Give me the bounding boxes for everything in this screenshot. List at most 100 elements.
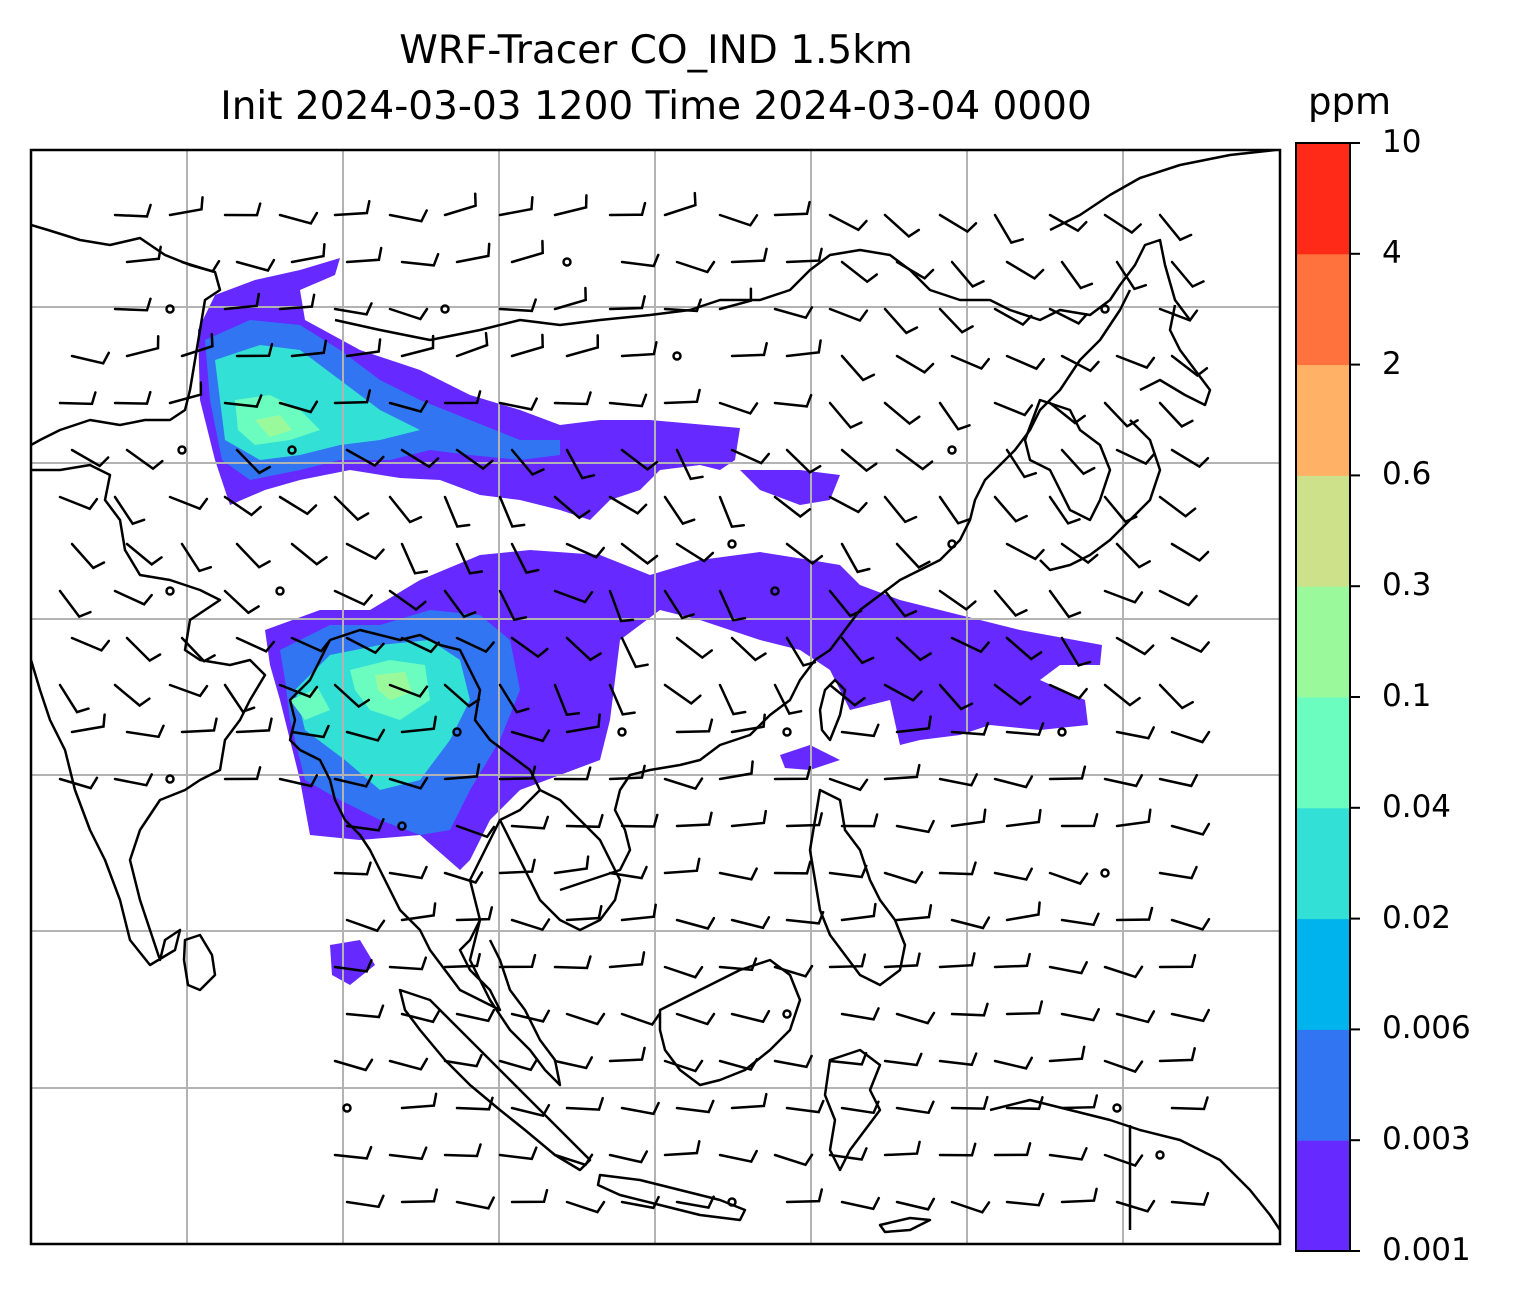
wind-barb xyxy=(773,1153,814,1167)
coastline-korea xyxy=(1023,398,1112,522)
wind-barb xyxy=(498,495,526,528)
wind-barb xyxy=(895,819,935,834)
wind-barb xyxy=(1048,401,1086,425)
wind-barb-calm xyxy=(177,445,187,455)
wind-barb xyxy=(938,773,978,787)
wind-barb xyxy=(1103,495,1138,524)
wind-barb xyxy=(388,307,429,321)
wind-barb xyxy=(1115,260,1148,291)
wind-barb xyxy=(498,397,538,411)
wind-barb xyxy=(840,813,879,828)
wind-barb xyxy=(1060,912,1100,927)
wind-barb xyxy=(553,1056,594,1070)
coastline-sulawesi xyxy=(823,1048,882,1172)
wind-barb xyxy=(1170,822,1211,836)
wind-barb xyxy=(938,213,978,234)
wind-barb xyxy=(608,495,648,515)
wind-barb xyxy=(1158,683,1194,710)
tracer-plume-south-patch xyxy=(330,940,375,985)
wind-barb xyxy=(565,448,596,480)
wind-barb xyxy=(223,495,262,517)
colorbar-tick-label: 0.003 xyxy=(1382,1121,1471,1158)
wind-barb xyxy=(70,542,106,570)
wind-barb xyxy=(443,952,481,969)
wind-barb xyxy=(125,636,162,663)
wind-barb xyxy=(663,965,704,979)
wind-barb xyxy=(553,855,590,875)
wind-barb xyxy=(675,636,714,660)
wind-barb xyxy=(1048,1045,1086,1063)
wind-barb xyxy=(1170,260,1205,289)
wind-barb xyxy=(455,542,484,575)
coastline-japan xyxy=(1039,304,1212,572)
wind-barb xyxy=(620,813,659,828)
wind-barb xyxy=(345,636,385,655)
wind-barb xyxy=(730,713,766,734)
wind-barb-calm xyxy=(342,1103,352,1113)
colorbar-unit: ppm xyxy=(1308,80,1392,123)
coastline-philippines xyxy=(808,788,907,987)
wind-barb xyxy=(895,1100,935,1115)
wind-barb xyxy=(718,401,759,415)
wind-barb xyxy=(883,589,918,618)
wind-barb xyxy=(113,390,152,405)
coastline-sumatra xyxy=(398,988,592,1172)
wind-barb xyxy=(388,683,429,698)
wind-barb-calm xyxy=(770,586,780,596)
wind-barb xyxy=(828,307,869,323)
wind-barb xyxy=(828,495,868,514)
coastline-borneo xyxy=(658,958,802,1087)
wind-barb xyxy=(510,239,544,264)
wind-barb xyxy=(718,589,747,622)
wind-barb xyxy=(993,213,1025,245)
wind-barb-calm xyxy=(727,539,737,549)
wind-barb xyxy=(290,636,331,653)
wind-barb xyxy=(345,728,386,742)
wind-barb xyxy=(498,1146,538,1161)
wind-barb xyxy=(950,1200,991,1214)
wind-barb xyxy=(553,683,581,717)
wind-barb xyxy=(125,724,165,739)
wind-barb xyxy=(1170,354,1209,378)
wind-barb xyxy=(70,713,106,734)
wind-barb xyxy=(608,1150,649,1164)
wind-barb xyxy=(773,765,812,781)
wind-barb xyxy=(400,902,437,922)
wind-barb xyxy=(400,1092,438,1110)
wind-barb xyxy=(553,194,588,217)
wind-barb xyxy=(388,209,428,223)
wind-barb xyxy=(510,333,544,358)
wind-barb xyxy=(498,858,536,875)
wind-barb xyxy=(168,196,204,217)
wind-barb xyxy=(455,636,495,654)
wind-barb xyxy=(608,393,648,408)
wind-barb-calm xyxy=(782,727,792,737)
wind-barb xyxy=(1115,1199,1156,1213)
wind-barb xyxy=(663,589,695,620)
wind-barb xyxy=(883,952,921,969)
wind-barb xyxy=(1005,260,1045,280)
wind-barb xyxy=(620,341,658,358)
wind-barb xyxy=(1060,448,1096,476)
colorbar-tick-label: 0.001 xyxy=(1382,1232,1471,1268)
wind-barb xyxy=(785,448,822,474)
wind-barb xyxy=(1158,589,1198,607)
wind-barb xyxy=(675,718,714,734)
wind-barb xyxy=(455,1196,495,1210)
wind-barb xyxy=(938,589,977,611)
wind-barb xyxy=(1060,1187,1098,1204)
wind-barb xyxy=(1170,917,1211,931)
wind-barb xyxy=(443,495,471,528)
wind-barb xyxy=(345,246,383,264)
wind-barb xyxy=(498,683,530,714)
wind-barb xyxy=(455,331,489,358)
wind-barb xyxy=(730,247,768,264)
colorbar-tick-label: 2 xyxy=(1382,345,1402,382)
wind-barb xyxy=(1048,213,1088,233)
wind-barb xyxy=(828,777,869,792)
wind-barb xyxy=(290,339,328,358)
wind-barb xyxy=(345,818,385,832)
wind-barbs xyxy=(58,191,1211,1214)
wind-barb xyxy=(1005,1000,1044,1016)
